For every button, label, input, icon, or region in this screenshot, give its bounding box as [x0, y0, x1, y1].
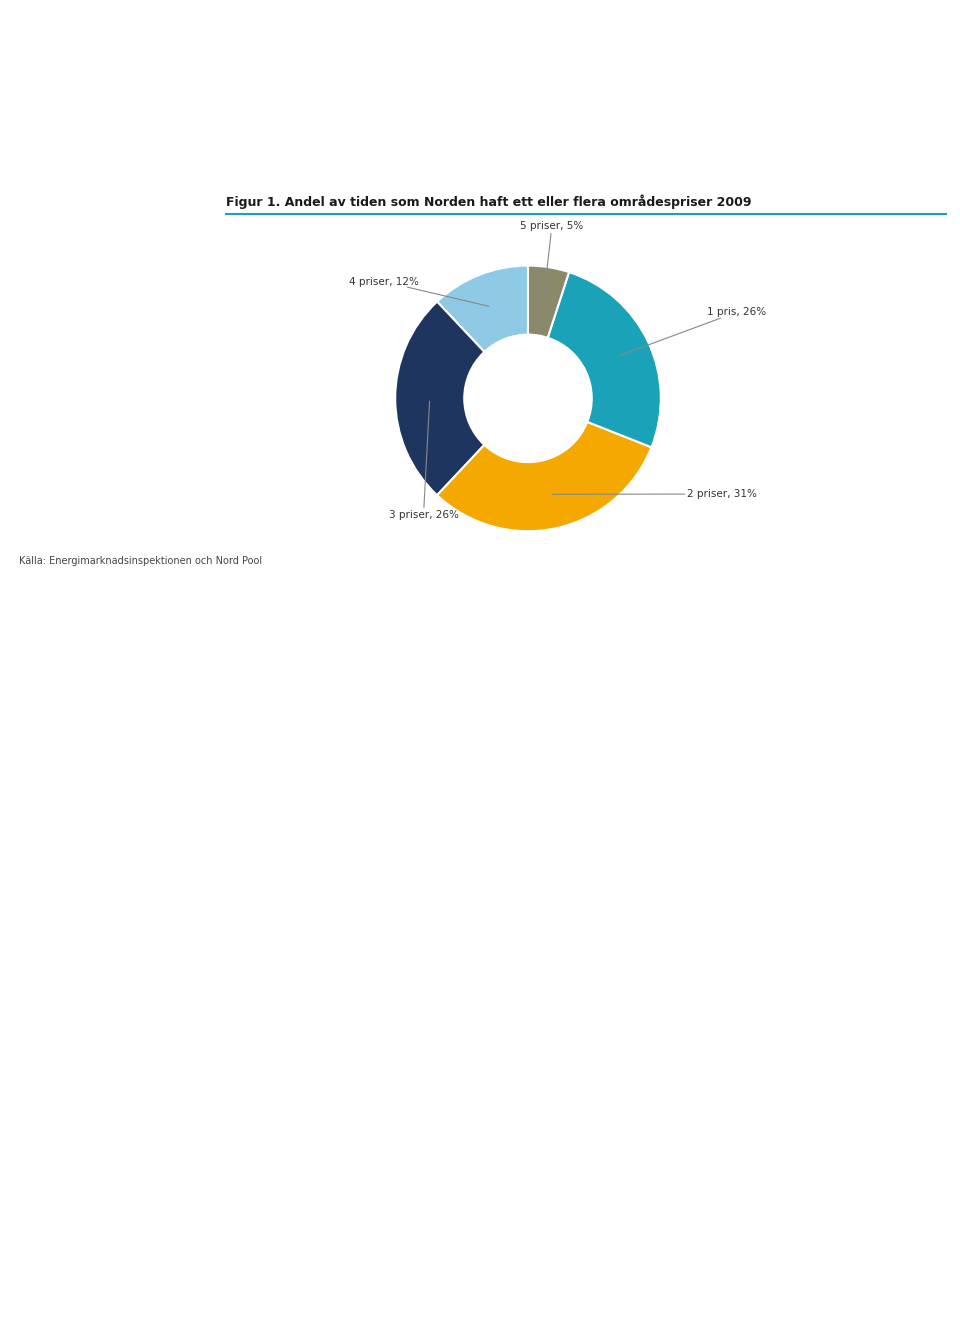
Wedge shape: [437, 422, 652, 531]
Wedge shape: [437, 266, 528, 352]
Wedge shape: [396, 301, 485, 495]
Text: 3 priser, 26%: 3 priser, 26%: [389, 401, 459, 521]
Text: Källa: Energimarknadsinspektionen och Nord Pool: Källa: Energimarknadsinspektionen och No…: [19, 556, 262, 567]
Wedge shape: [548, 272, 660, 448]
Wedge shape: [528, 266, 569, 337]
Text: 1 pris, 26%: 1 pris, 26%: [619, 307, 766, 356]
Text: 4 priser, 12%: 4 priser, 12%: [348, 276, 490, 307]
Text: Figur 1. Andel av tiden som Norden haft ett eller flera områdespriser 2009: Figur 1. Andel av tiden som Norden haft …: [226, 194, 751, 208]
Text: 5 priser, 5%: 5 priser, 5%: [520, 220, 584, 299]
Text: 2 priser, 31%: 2 priser, 31%: [552, 489, 757, 499]
